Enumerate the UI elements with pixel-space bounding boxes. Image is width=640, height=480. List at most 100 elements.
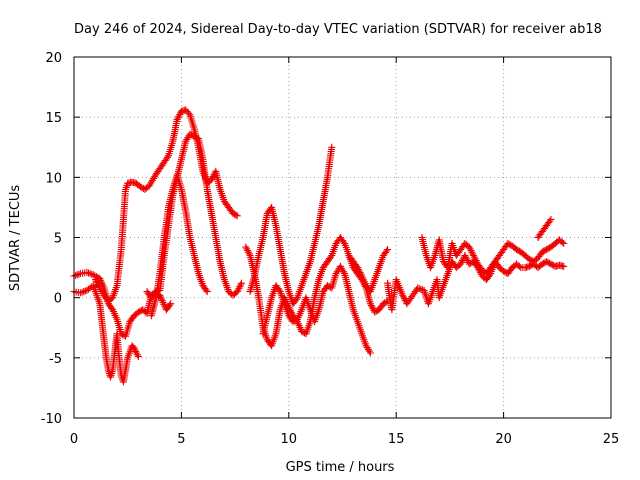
data-point: [275, 286, 283, 294]
data-point: [414, 284, 422, 292]
data-point: [137, 183, 145, 191]
data-point: [400, 293, 407, 301]
data-point: [465, 260, 473, 268]
series-trace: [246, 143, 336, 308]
y-axis-label: SDTVAR / TECUs: [8, 185, 23, 292]
x-tick-label: 15: [388, 432, 405, 447]
data-point: [203, 288, 211, 296]
data-point: [173, 116, 181, 124]
data-point: [469, 250, 477, 258]
data-point: [560, 240, 568, 247]
x-axis-label: GPS time / hours: [286, 460, 395, 475]
data-point: [244, 248, 252, 256]
data-point: [183, 108, 191, 116]
x-tick-label: 10: [281, 432, 298, 447]
x-tick-label: 25: [603, 432, 620, 447]
data-point: [174, 114, 182, 122]
axis-ticks: [73, 56, 612, 419]
data-point: [234, 286, 242, 294]
y-tick-label: 5: [54, 232, 62, 247]
data-point: [134, 353, 142, 361]
data-point: [366, 300, 374, 308]
data-point: [202, 286, 210, 294]
data-point: [328, 143, 336, 151]
data-point: [541, 246, 549, 254]
y-tick-label: 0: [54, 292, 62, 307]
data-point: [130, 344, 138, 352]
series-trace: [259, 262, 374, 357]
data-point: [93, 279, 101, 287]
data-point: [468, 248, 476, 256]
data-point: [167, 300, 175, 308]
data-point: [505, 240, 513, 248]
data-point: [166, 301, 174, 309]
data-point: [238, 279, 245, 287]
data-point: [400, 295, 408, 303]
data-point: [75, 270, 83, 278]
data-point: [560, 262, 568, 270]
data-point: [472, 257, 480, 265]
data-point: [208, 176, 215, 184]
data-point: [415, 285, 423, 293]
data-point: [462, 253, 470, 261]
data-point: [85, 269, 92, 277]
series-trace: [384, 236, 568, 314]
data-point: [470, 253, 478, 261]
data-point: [357, 270, 365, 278]
y-tick-label: -10: [41, 412, 62, 427]
series-trace: [534, 215, 555, 241]
x-tick-label: 5: [177, 432, 185, 447]
series-trace: [418, 234, 568, 278]
data-point: [245, 250, 253, 258]
data-point: [73, 271, 81, 279]
chart-title: Day 246 of 2024, Sidereal Day-to-day VTE…: [74, 22, 602, 37]
data-point: [355, 267, 363, 275]
series-trace: [70, 282, 142, 386]
data-point: [544, 258, 552, 266]
data-point: [458, 258, 465, 266]
data-point: [546, 217, 554, 225]
data-point: [513, 246, 520, 253]
data-point: [514, 246, 522, 254]
data-point: [463, 255, 471, 263]
data-point: [383, 247, 390, 255]
data-point: [209, 172, 217, 180]
data-point: [470, 252, 477, 259]
y-tick-label: 10: [45, 171, 62, 186]
data-point: [379, 300, 387, 308]
data-point: [356, 269, 364, 277]
data-point: [500, 267, 508, 275]
data-point: [417, 285, 425, 293]
data-point: [547, 215, 555, 223]
data-point: [548, 261, 556, 269]
data-point: [244, 247, 252, 254]
data-point: [80, 288, 88, 296]
data-point: [76, 289, 84, 297]
y-tick-label: -5: [49, 352, 62, 367]
data-point: [185, 109, 193, 117]
data-point: [83, 268, 91, 276]
series-trace: [345, 246, 392, 296]
data-point: [289, 318, 297, 326]
data-point: [163, 153, 171, 161]
data-point: [367, 301, 375, 309]
data-point: [78, 288, 86, 296]
data-point: [134, 308, 142, 316]
data-point: [384, 246, 392, 253]
data-point: [131, 346, 139, 354]
data-point: [175, 112, 183, 120]
data-point: [515, 262, 523, 270]
series-trace: [143, 288, 175, 314]
data-point: [182, 106, 190, 114]
y-tick-label: 15: [45, 111, 62, 126]
data-point: [371, 308, 379, 316]
data-point: [232, 211, 240, 219]
data-point: [92, 276, 99, 284]
y-tick-label: 20: [45, 51, 62, 66]
data-point: [235, 284, 243, 292]
data-point: [504, 240, 512, 247]
data-point: [94, 281, 102, 289]
data-point: [544, 245, 552, 253]
data-point: [366, 349, 374, 357]
